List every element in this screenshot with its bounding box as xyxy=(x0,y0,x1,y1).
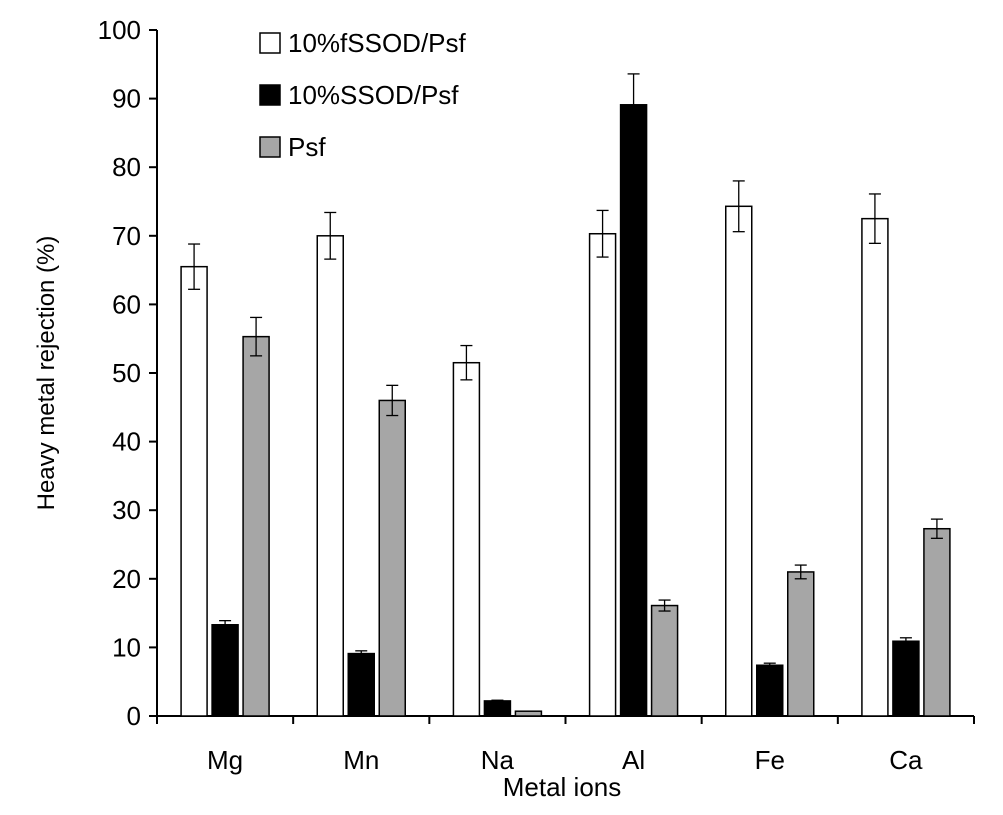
y-axis-label: Heavy metal rejection (%) xyxy=(33,236,60,511)
bar xyxy=(378,399,406,717)
bar xyxy=(452,361,481,717)
legend-swatch xyxy=(259,32,281,54)
legend-label: 10%fSSOD/Psf xyxy=(288,28,467,58)
x-tick-label: Mn xyxy=(343,745,379,775)
bar xyxy=(787,571,815,717)
bar xyxy=(588,232,617,717)
bar xyxy=(483,700,512,717)
bar xyxy=(756,664,784,717)
bar xyxy=(180,265,208,717)
legend-swatch xyxy=(259,84,281,106)
x-axis-label: Metal ions xyxy=(503,772,622,802)
bar xyxy=(347,652,375,717)
y-tick-label: 80 xyxy=(112,152,141,182)
legend: 10%fSSOD/Psf 10%SSOD/Psf Psf xyxy=(259,28,467,162)
y-tick-label: 50 xyxy=(112,358,141,388)
x-tick-label: Fe xyxy=(755,745,785,775)
bar xyxy=(514,710,543,717)
bar xyxy=(316,235,344,717)
y-tick-label: 100 xyxy=(98,15,141,45)
bar xyxy=(725,205,753,717)
legend-label: Psf xyxy=(288,132,326,162)
x-axis xyxy=(156,715,975,724)
y-tick-label: 90 xyxy=(112,84,141,114)
x-tick-label: Mg xyxy=(207,745,243,775)
y-axis xyxy=(149,29,158,717)
bar xyxy=(892,640,920,717)
legend-swatch xyxy=(259,136,281,158)
bar xyxy=(650,604,679,717)
y-tick-label: 60 xyxy=(112,289,141,319)
bar xyxy=(861,217,889,717)
y-tick-label: 70 xyxy=(112,221,141,251)
tick-labels: 0 10 20 30 40 50 60 70 80 90 100 Mg Mn Na Al Fe Ca xyxy=(98,15,923,775)
bar xyxy=(923,527,951,717)
x-tick-label: Ca xyxy=(889,745,923,775)
y-tick-label: 10 xyxy=(112,632,141,662)
legend-label: 10%SSOD/Psf xyxy=(288,80,459,110)
y-tick-label: 30 xyxy=(112,495,141,525)
y-tick-label: 40 xyxy=(112,427,141,457)
x-tick-label: Al xyxy=(622,745,645,775)
bars xyxy=(180,73,951,717)
bar xyxy=(211,624,239,717)
y-tick-label: 20 xyxy=(112,564,141,594)
x-tick-label: Na xyxy=(481,745,515,775)
y-tick-label: 0 xyxy=(127,701,141,731)
bar xyxy=(242,335,270,717)
bar xyxy=(619,104,648,717)
